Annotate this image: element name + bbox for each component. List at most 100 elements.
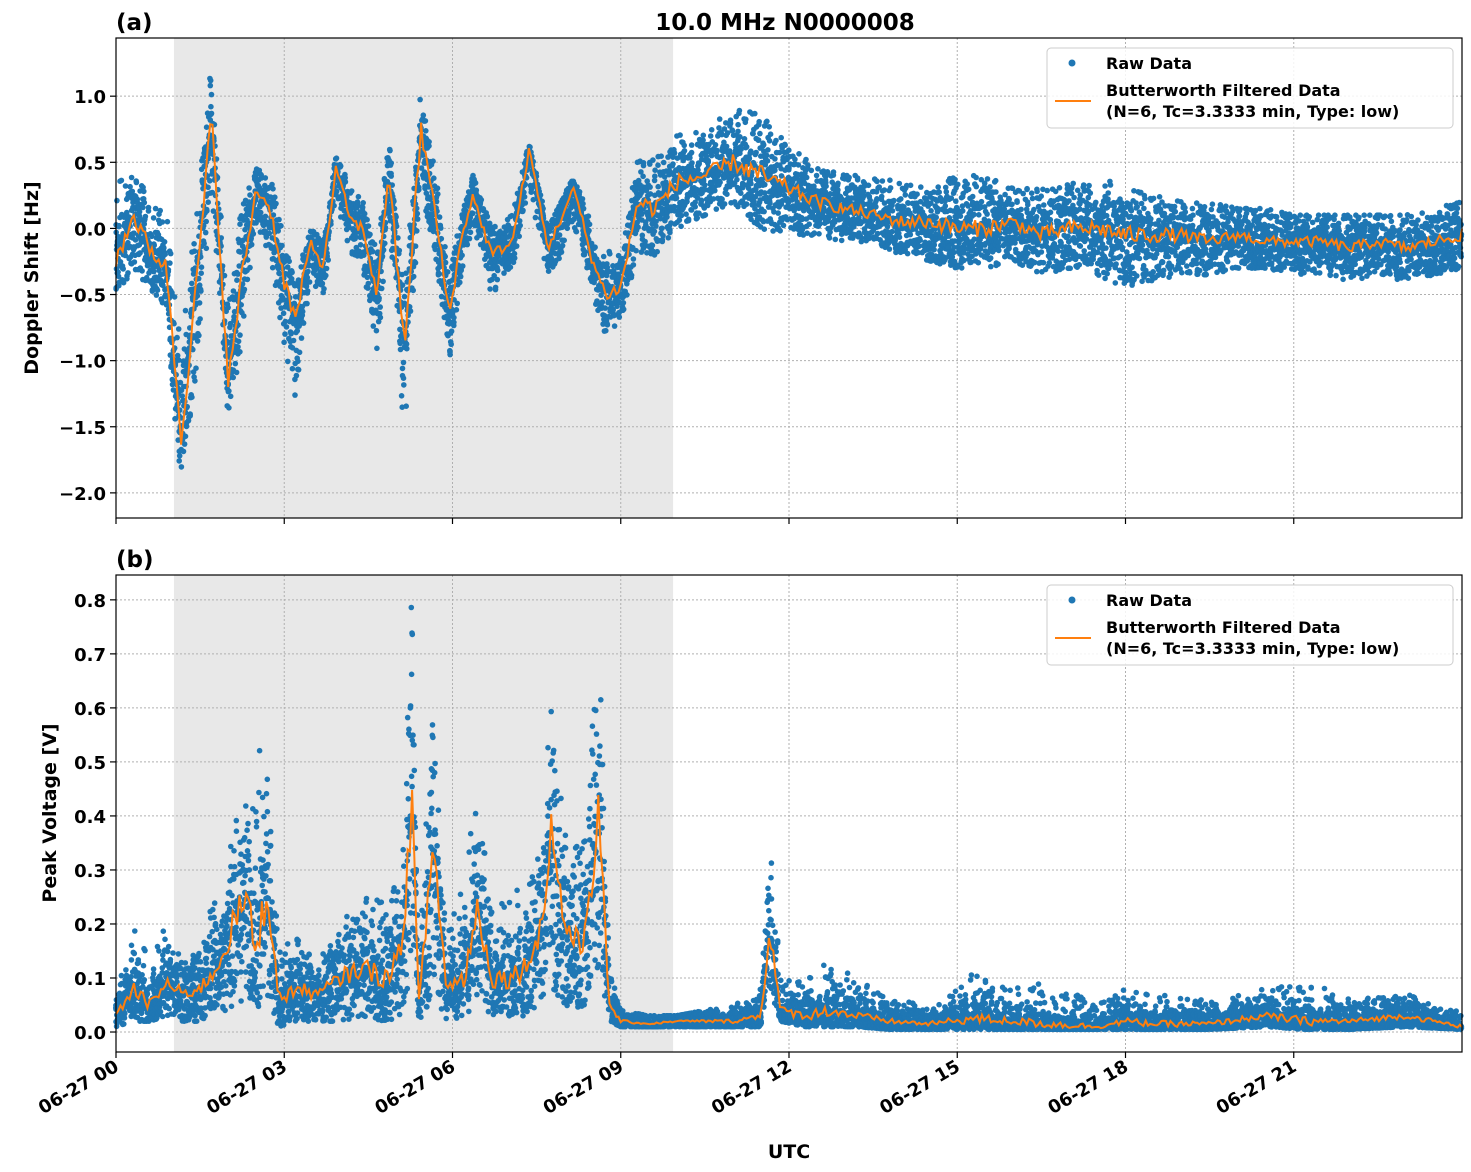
raw-point [756,118,762,125]
raw-point [333,155,340,161]
raw-point [127,183,133,190]
raw-point [660,159,667,166]
raw-point [472,180,479,186]
raw-point [487,286,493,292]
raw-point [208,91,215,98]
raw-point [244,276,251,283]
raw-point [761,226,768,232]
raw-point [183,423,190,430]
raw-point [116,222,122,229]
raw-point [673,195,680,201]
x-axis-label: UTC [768,1141,810,1163]
raw-point [854,175,861,181]
raw-point [132,237,139,243]
raw-point [520,207,526,214]
raw-point [678,223,684,230]
raw-point [767,131,774,137]
raw-point [124,209,130,216]
raw-point [700,137,706,143]
raw-point [237,349,243,355]
raw-point [174,334,180,341]
raw-point [436,214,443,220]
raw-point [741,136,748,142]
raw-point [403,403,410,410]
raw-point [189,394,195,401]
raw-point [426,139,432,145]
raw-point [712,187,718,194]
raw-point [813,172,820,179]
y-tick-label: 0.0 [74,219,106,240]
raw-point [896,234,903,240]
raw-point [278,223,284,229]
raw-point [247,264,253,271]
raw-point [365,280,372,287]
raw-point [599,299,606,305]
raw-point [248,241,255,248]
raw-point [832,236,839,243]
raw-point [281,339,287,346]
raw-point [296,349,303,356]
raw-point [902,192,909,198]
raw-point [230,374,236,381]
raw-point [401,382,407,388]
raw-point [120,266,126,272]
raw-point [444,269,451,275]
raw-point [516,233,522,240]
raw-point [838,237,845,244]
raw-point [371,241,378,248]
raw-point [280,310,287,317]
raw-point [454,300,461,307]
raw-point [157,207,163,214]
raw-point [858,235,865,241]
raw-point [640,162,647,169]
raw-point [159,219,166,225]
raw-point [918,184,924,190]
raw-point [826,235,833,241]
raw-point [931,246,937,253]
raw-point [203,245,210,252]
raw-point [360,200,367,206]
raw-point [805,162,811,168]
raw-point [133,179,140,186]
raw-point [377,304,384,310]
raw-point [688,149,695,156]
raw-point [660,232,666,239]
raw-point [635,224,641,230]
raw-point [289,269,295,276]
raw-point [933,214,939,221]
raw-point [198,270,204,277]
raw-point [285,358,291,365]
raw-point [580,205,587,212]
raw-point [649,242,656,249]
raw-point [714,147,720,154]
raw-point [765,147,771,153]
raw-point [914,191,920,197]
raw-point [702,212,709,218]
raw-point [724,130,731,136]
raw-point [494,276,501,283]
raw-point [250,231,257,237]
raw-point [735,121,741,128]
raw-point [286,258,293,265]
raw-point [276,216,282,223]
raw-point [778,173,785,179]
raw-point [874,178,880,185]
raw-point [262,175,269,181]
raw-point [760,142,767,148]
raw-point [879,178,886,184]
raw-point [616,314,623,320]
raw-point [136,213,143,219]
raw-point [150,215,157,221]
raw-point [305,268,311,275]
raw-point [115,269,121,275]
raw-point [935,184,941,190]
raw-point [678,212,685,219]
raw-point [581,251,588,258]
raw-point [152,205,159,212]
raw-point [218,213,224,220]
raw-point [241,313,247,319]
raw-point [904,250,911,257]
raw-point [192,378,198,384]
raw-point [761,208,767,215]
raw-point [712,142,719,148]
